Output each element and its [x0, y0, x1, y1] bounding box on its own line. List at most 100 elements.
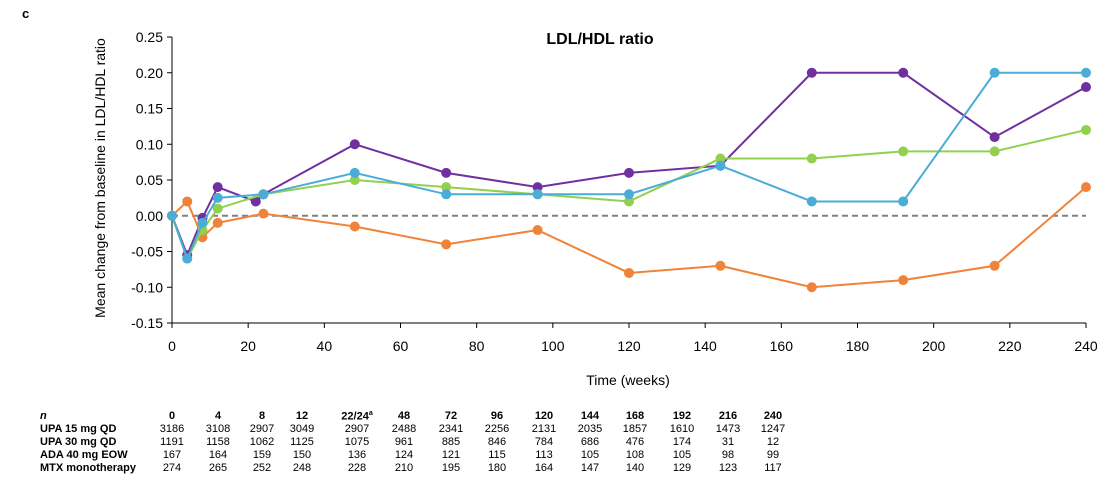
x-tick-label: 240 [1074, 338, 1098, 354]
data-point [806, 67, 817, 78]
data-point [258, 189, 269, 200]
data-point [1081, 124, 1091, 135]
x-tick-label: 100 [541, 338, 565, 354]
y-tick-label: 0.10 [136, 136, 163, 152]
data-point [182, 196, 193, 207]
n-table-cell: 1473 [715, 423, 741, 435]
x-tick-label: 120 [617, 338, 641, 354]
x-tick-label: 60 [393, 338, 409, 354]
y-tick-label: 0.20 [136, 65, 163, 81]
n-table-cell: 99 [766, 449, 780, 461]
n-table-cell: 248 [292, 462, 312, 474]
n-table-header-row: n 0 4 8 12 22/24a 48 72 96 120 144 168 192 216 240 [40, 410, 1105, 424]
n-table-cell: 1158 [206, 436, 230, 448]
data-point [989, 260, 1000, 271]
y-tick-label: -0.05 [131, 244, 163, 260]
data-point [349, 221, 360, 232]
n-table-cell: 2341 [438, 423, 464, 435]
n-table-cell: 476 [625, 436, 645, 448]
data-point [898, 196, 909, 207]
data-point [197, 217, 208, 228]
data-point [212, 182, 223, 193]
n-table-timepoint: 216 [698, 410, 758, 422]
x-tick-label: 80 [469, 338, 485, 354]
n-table-cell: 105 [672, 449, 692, 461]
n-table-cell: 159 [252, 449, 272, 461]
n-table-cell: 3186 [159, 423, 185, 435]
n-table-timepoint-text: 0 [168, 410, 176, 422]
y-axis-label: Mean change from baseline in LDL/HDL rat… [92, 38, 108, 318]
data-point [212, 192, 223, 203]
data-point [1081, 82, 1091, 93]
n-table-cell: 167 [162, 449, 182, 461]
n-table-timepoint-text: 4 [214, 410, 222, 422]
n-table-row: UPA 30 mg QD 1191 1158 1062 1125 1075 961 885 84… [40, 436, 1105, 450]
data-point [349, 175, 360, 185]
y-tick-label: 0.05 [136, 172, 163, 188]
data-point [898, 275, 909, 286]
data-point [806, 196, 817, 207]
y-tick-label: 0.15 [136, 101, 163, 117]
n-table-timepoint: 96 [467, 410, 527, 422]
data-point [349, 167, 360, 178]
n-table-cell: 2907 [344, 423, 370, 435]
n-table-timepoint: 168 [605, 410, 665, 422]
n-table-cell: 1610 [669, 423, 695, 435]
n-table-timepoint: 22/24a [327, 410, 387, 423]
n-table-cell: 105 [580, 449, 600, 461]
n-table-row: MTX monotherapy 274 265 252 248 228 210 195 180 1… [40, 462, 1105, 476]
data-point [441, 182, 452, 193]
data-point [898, 146, 909, 157]
x-tick-label: 220 [998, 338, 1022, 354]
n-table-timepoint-text: 72 [444, 410, 458, 422]
data-point [715, 160, 726, 171]
y-tick-label: -0.15 [131, 315, 163, 331]
y-tick-label: 0.00 [136, 208, 163, 224]
n-table-timepoint: 72 [421, 410, 481, 422]
n-table-cell: 136 [347, 449, 367, 461]
n-table-cell: 147 [580, 462, 600, 474]
x-axis-label: Time (weeks) [586, 372, 670, 388]
n-table-cell: 98 [721, 449, 735, 461]
n-table-header-label: n [40, 410, 47, 422]
x-tick-label: 0 [168, 338, 176, 354]
series-3 [167, 67, 1091, 264]
n-table-cell: 1062 [249, 436, 275, 448]
data-point [441, 239, 452, 250]
data-point [250, 196, 261, 207]
n-table-timepoint: 12 [272, 410, 332, 422]
n-table-cell: 210 [394, 462, 414, 474]
x-tick-label: 200 [922, 338, 946, 354]
data-point [989, 146, 1000, 157]
n-table-cell: 885 [441, 436, 461, 448]
n-table-cell: 150 [292, 449, 312, 461]
n-table-timepoint-text: 22/24 [341, 410, 369, 423]
series-line [171, 71, 1086, 262]
data-point [624, 189, 634, 200]
data-point [441, 189, 452, 200]
n-table-cell: 113 [535, 449, 553, 461]
panel-letter: c [22, 6, 30, 21]
n-table-timepoint: 240 [743, 410, 803, 422]
data-point [989, 132, 1000, 143]
n-table-cell: 108 [625, 449, 645, 461]
n-table-cell: 1857 [622, 423, 648, 435]
data-point [624, 196, 634, 207]
series-line [171, 71, 1087, 258]
n-table-timepoint-text: 216 [718, 410, 738, 422]
y-tick-label: -0.10 [131, 279, 163, 295]
n-table-timepoint-text: 12 [295, 410, 309, 422]
n-table: n 0 4 8 12 22/24a 48 72 96 120 144 168 192 216 240 UP… [40, 410, 1105, 490]
data-point [989, 67, 1000, 78]
n-table-cell: 228 [347, 462, 367, 474]
data-point [441, 167, 452, 178]
n-table-cell: 252 [252, 462, 272, 474]
n-table-cell: 164 [534, 462, 554, 474]
n-table-row-label: UPA 15 mg QD [40, 423, 117, 435]
n-table-cell: 121 [441, 449, 461, 461]
data-point [806, 153, 817, 164]
n-table-timepoint: 4 [188, 410, 248, 422]
n-table-timepoint-text: 240 [763, 410, 783, 422]
n-table-timepoint-text: 8 [258, 410, 266, 422]
n-table-cell: 123 [718, 462, 738, 474]
